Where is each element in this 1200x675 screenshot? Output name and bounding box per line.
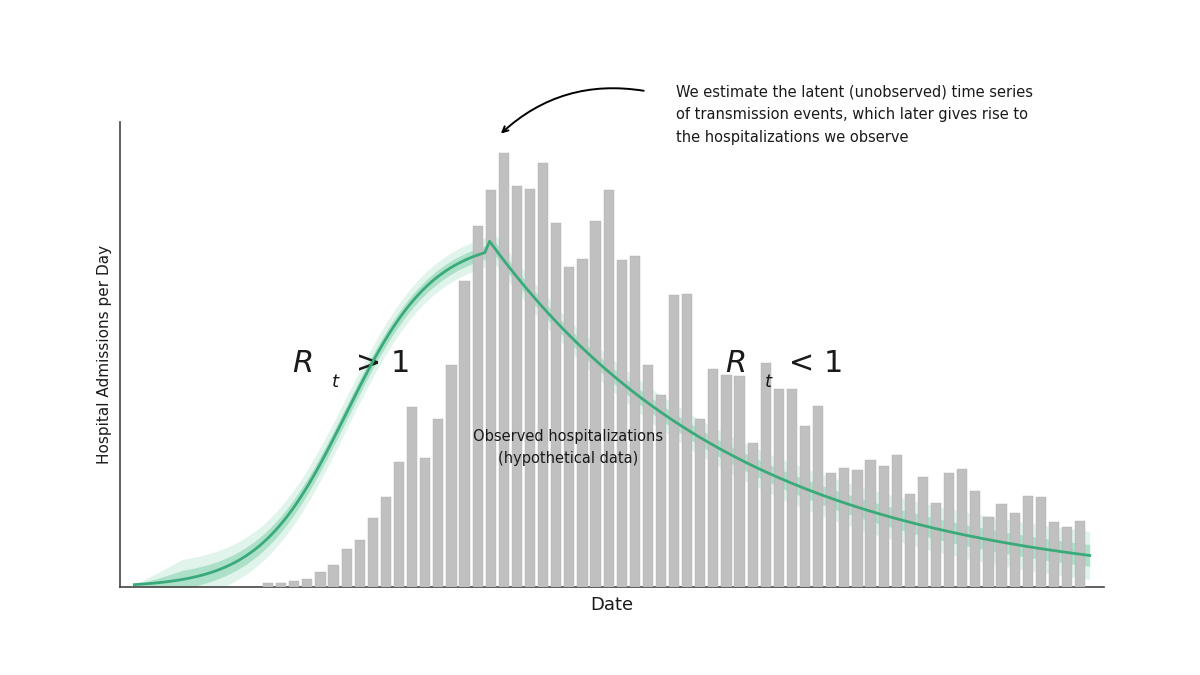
Bar [380,497,391,587]
Bar [971,491,980,587]
Bar [656,396,666,587]
Bar [1049,522,1060,587]
Bar [446,365,456,587]
Bar [342,549,352,587]
Bar [329,565,338,587]
Bar [630,256,640,587]
Bar [473,225,482,587]
Bar [748,443,757,587]
Bar [800,426,810,587]
Bar [958,469,967,587]
Bar [289,581,299,587]
Bar [433,419,444,587]
Bar [787,389,797,587]
Text: < 1: < 1 [779,349,844,378]
Bar [1062,527,1072,587]
Bar [617,260,626,587]
Bar [878,466,889,587]
Bar [826,473,836,587]
Text: We estimate the latent (unobserved) time series
of transmission events, which la: We estimate the latent (unobserved) time… [676,84,1033,145]
Text: Observed hospitalizations
(hypothetical data): Observed hospitalizations (hypothetical … [473,429,662,466]
Bar [486,190,496,587]
Text: > 1: > 1 [347,349,410,378]
Bar [774,389,784,587]
Bar [734,376,745,587]
Bar [983,517,994,587]
X-axis label: Date: Date [590,595,634,614]
Bar [577,259,588,587]
Bar [761,363,770,587]
Bar [316,572,325,587]
Bar [1022,496,1033,587]
Bar [302,578,312,587]
Bar [682,294,692,587]
Bar [355,540,365,587]
Bar [996,504,1007,587]
Bar [420,458,431,587]
Y-axis label: Hospital Admissions per Day: Hospital Admissions per Day [97,245,112,464]
Bar [551,223,562,587]
Bar [499,153,509,587]
Bar [564,267,575,587]
Bar [695,419,706,587]
Bar [643,365,653,587]
Text: t: t [764,373,772,392]
Bar [1009,513,1020,587]
Bar [852,470,863,587]
Bar [367,518,378,587]
Bar [524,189,535,587]
Bar [276,583,287,587]
Bar [538,163,548,587]
Bar [839,468,850,587]
Bar [263,583,274,587]
Bar [394,462,404,587]
Text: R: R [293,349,313,378]
Bar [892,455,902,587]
Bar [944,473,954,587]
Bar [931,503,941,587]
Bar [668,296,679,587]
Bar [721,375,732,587]
Bar [814,406,823,587]
Bar [460,281,469,587]
Bar [905,494,914,587]
Bar [407,408,418,587]
Bar [865,460,876,587]
Bar [708,369,719,587]
Bar [918,477,928,587]
Bar [590,221,601,587]
Text: t: t [331,373,338,392]
Bar [512,186,522,587]
Text: R: R [725,349,746,378]
Bar [604,190,613,587]
Bar [1075,520,1085,587]
Bar [1036,497,1046,587]
